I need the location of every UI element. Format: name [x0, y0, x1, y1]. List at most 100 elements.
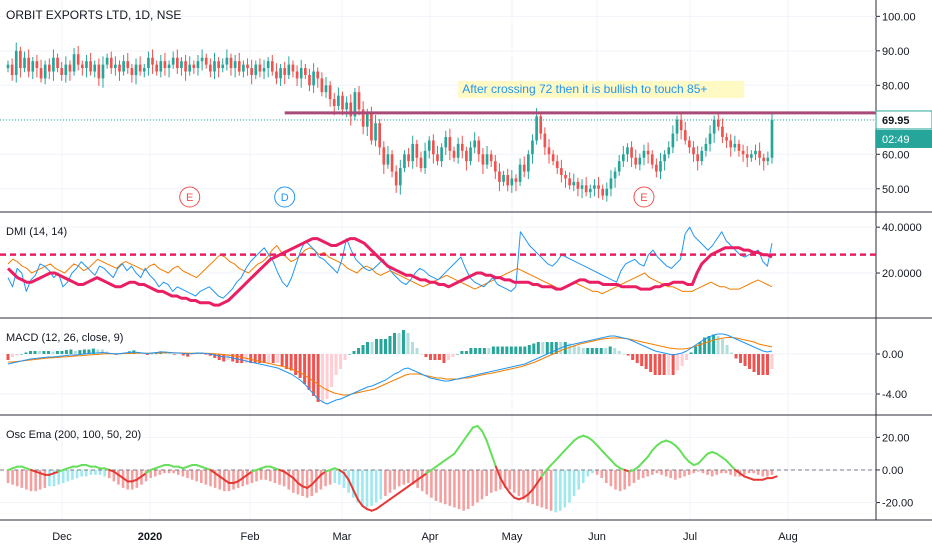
candle-body[interactable]	[539, 116, 543, 134]
candle-body[interactable]	[646, 150, 650, 155]
candle-body[interactable]	[427, 140, 431, 151]
candle-body[interactable]	[770, 119, 774, 158]
candle-body[interactable]	[547, 147, 551, 155]
candle-body[interactable]	[52, 57, 55, 72]
candle-body[interactable]	[225, 57, 229, 65]
dmi-pane[interactable]	[0, 226, 876, 307]
candle-body[interactable]	[696, 154, 699, 162]
candle-body[interactable]	[527, 154, 530, 172]
macd-pane[interactable]	[6, 330, 774, 405]
candle-body[interactable]	[370, 112, 373, 141]
candle-body[interactable]	[85, 61, 88, 69]
candle-body[interactable]	[506, 174, 510, 186]
candle-body[interactable]	[209, 64, 212, 72]
candle-body[interactable]	[617, 161, 621, 172]
candle-body[interactable]	[283, 68, 287, 75]
candle-body[interactable]	[386, 154, 390, 165]
candle-body[interactable]	[192, 64, 196, 69]
candle-body[interactable]	[456, 143, 460, 158]
candle-body[interactable]	[452, 150, 456, 158]
candle-body[interactable]	[754, 150, 757, 155]
candle-body[interactable]	[270, 61, 274, 72]
candle-body[interactable]	[398, 168, 402, 186]
candle-body[interactable]	[357, 92, 361, 110]
candle-body[interactable]	[766, 157, 770, 162]
candle-body[interactable]	[287, 64, 291, 75]
candle-body[interactable]	[308, 74, 311, 86]
candle-body[interactable]	[19, 50, 22, 69]
candle-body[interactable]	[737, 143, 741, 151]
price-pane[interactable]: After crossing 72 then it is bullish to …	[0, 42, 876, 208]
candle-body[interactable]	[250, 68, 253, 75]
candle-body[interactable]	[588, 188, 592, 193]
candle-body[interactable]	[126, 61, 130, 69]
candle-body[interactable]	[741, 150, 745, 155]
candle-body[interactable]	[638, 157, 642, 165]
candle-body[interactable]	[167, 64, 171, 69]
candle-body[interactable]	[683, 130, 687, 141]
candle-body[interactable]	[535, 116, 538, 141]
candle-body[interactable]	[444, 137, 448, 148]
candle-body[interactable]	[394, 171, 398, 186]
candle-body[interactable]	[440, 147, 443, 162]
candle-body[interactable]	[114, 64, 117, 69]
candle-body[interactable]	[147, 57, 150, 69]
candle-body[interactable]	[477, 140, 481, 155]
candle-body[interactable]	[242, 64, 245, 72]
candle-body[interactable]	[374, 123, 377, 141]
candle-body[interactable]	[237, 61, 241, 72]
candle-body[interactable]	[353, 92, 357, 117]
candle-body[interactable]	[659, 161, 662, 172]
candle-body[interactable]	[275, 71, 278, 79]
candle-body[interactable]	[745, 154, 749, 158]
candle-body[interactable]	[304, 68, 307, 75]
candle-body[interactable]	[105, 57, 109, 65]
candle-body[interactable]	[299, 68, 303, 79]
candle-body[interactable]	[419, 157, 423, 169]
candle-body[interactable]	[76, 54, 80, 65]
candle-body[interactable]	[448, 137, 452, 151]
candle-body[interactable]	[229, 57, 233, 69]
candle-body[interactable]	[262, 68, 266, 72]
candle-body[interactable]	[679, 119, 683, 131]
candle-body[interactable]	[254, 64, 258, 75]
candle-body[interactable]	[750, 154, 753, 158]
candle-body[interactable]	[531, 140, 534, 155]
candle-body[interactable]	[712, 119, 716, 134]
candle-body[interactable]	[721, 126, 724, 138]
candle-body[interactable]	[93, 64, 97, 72]
candle-body[interactable]	[72, 54, 76, 72]
candle-body[interactable]	[700, 150, 704, 162]
candle-body[interactable]	[407, 154, 410, 162]
candle-body[interactable]	[266, 61, 270, 69]
candle-body[interactable]	[295, 71, 299, 79]
candle-body[interactable]	[390, 154, 394, 172]
candle-body[interactable]	[671, 133, 675, 148]
candle-body[interactable]	[729, 140, 733, 148]
candle-body[interactable]	[460, 143, 464, 151]
candle-body[interactable]	[217, 61, 220, 69]
candle-body[interactable]	[642, 150, 646, 158]
candle-body[interactable]	[510, 178, 514, 186]
candle-body[interactable]	[688, 140, 691, 148]
candle-body[interactable]	[597, 185, 600, 189]
candle-body[interactable]	[204, 57, 208, 65]
candle-body[interactable]	[130, 68, 134, 75]
candle-body[interactable]	[465, 150, 468, 162]
candle-body[interactable]	[725, 137, 728, 141]
candle-body[interactable]	[188, 64, 192, 72]
candle-body[interactable]	[89, 61, 92, 72]
candle-body[interactable]	[634, 157, 638, 165]
candle-body[interactable]	[403, 154, 406, 169]
candle-body[interactable]	[514, 178, 518, 182]
candle-body[interactable]	[605, 188, 609, 196]
candle-body[interactable]	[473, 140, 476, 148]
candle-body[interactable]	[39, 68, 43, 79]
candle-body[interactable]	[23, 57, 26, 69]
candle-body[interactable]	[423, 150, 427, 169]
candle-body[interactable]	[109, 57, 113, 69]
candle-body[interactable]	[564, 174, 567, 179]
candle-body[interactable]	[6, 64, 10, 69]
candle-body[interactable]	[31, 61, 35, 72]
candle-body[interactable]	[56, 57, 59, 69]
